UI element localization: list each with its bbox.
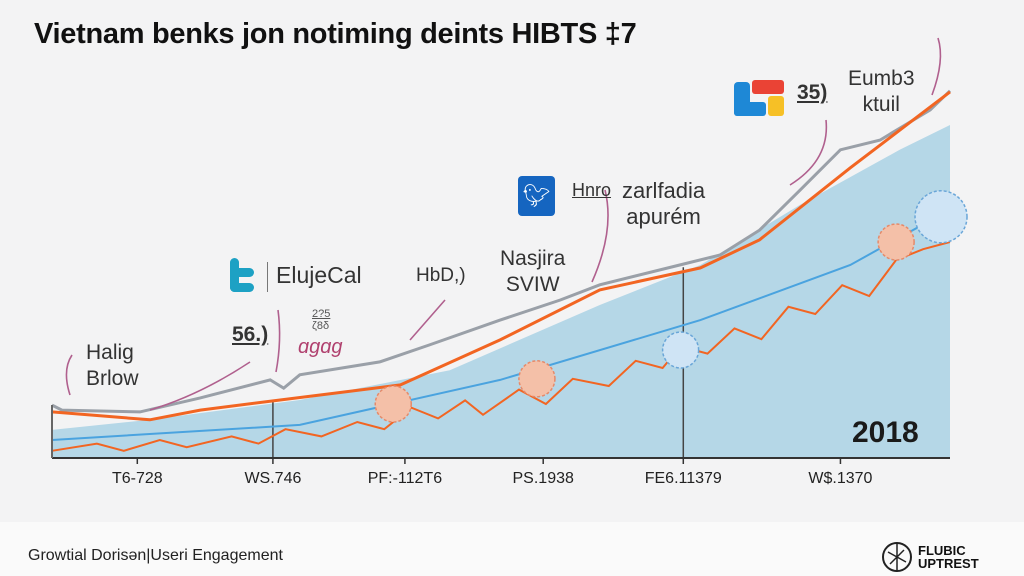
annotation-line: Nasjira bbox=[500, 247, 566, 270]
data-cluster-icon bbox=[877, 223, 915, 261]
annotation-line: Brlow bbox=[86, 367, 139, 390]
annotation-arrow bbox=[409, 299, 446, 341]
orange-trend-series-line bbox=[51, 90, 951, 422]
area-series bbox=[52, 125, 950, 458]
annotation-halig: Halig Brlow bbox=[86, 340, 139, 392]
data-cluster-icon bbox=[661, 331, 700, 369]
data-cluster-icon bbox=[374, 385, 412, 423]
annotation-zarlfadia: zarlfadia apurém bbox=[622, 178, 705, 230]
x-tick-label: WS.746 bbox=[244, 470, 302, 487]
annotation-line: apurém bbox=[626, 204, 701, 229]
annotation-line: zarlfadia bbox=[622, 178, 706, 203]
annotation-arrow bbox=[149, 361, 251, 411]
annotation-35: 35) bbox=[797, 81, 828, 104]
data-cluster-icon bbox=[518, 360, 556, 398]
x-tick-label: T6-728 bbox=[111, 470, 163, 487]
annotation-line: ktuil bbox=[862, 93, 900, 116]
annotation-elujecal: ElujeCal bbox=[276, 262, 362, 288]
twitter-bird-icon: 🐦︎ bbox=[518, 176, 555, 216]
annotation-nasjira: Nasjira SVIW bbox=[500, 246, 565, 298]
brand-logo: FLUBIC UPTREST bbox=[880, 540, 979, 574]
x-tick-label: FE6.11379 bbox=[644, 470, 722, 487]
annotation-line: Eumb3 bbox=[848, 67, 915, 90]
annotation-arrow bbox=[591, 189, 609, 283]
year-label: 2018 bbox=[852, 416, 919, 449]
blue-series-line bbox=[51, 214, 941, 441]
annotation-hnro: Hnro bbox=[572, 180, 612, 200]
colorful-app-logo-icon bbox=[734, 76, 786, 116]
annotation-line: SVIW bbox=[505, 273, 560, 296]
divider bbox=[267, 262, 268, 292]
chart-title: Vietnam benks jon notiming deints HIBTS … bbox=[34, 18, 637, 50]
annotation-scribble: ɑɡɑɡ bbox=[298, 336, 343, 358]
x-tick-label: PS.1938 bbox=[512, 470, 574, 487]
annotation-line: Halig bbox=[86, 341, 134, 364]
annotation-arrow bbox=[789, 119, 828, 186]
footer bbox=[0, 522, 1024, 576]
x-tick-label: PF:-112T6 bbox=[367, 470, 443, 487]
gray-series-line bbox=[51, 89, 952, 414]
globe-logo-icon bbox=[882, 542, 912, 572]
footer-caption: Growtial Dorisǝn|Useri Engagement bbox=[28, 547, 283, 564]
annotation-eumb: Eumb3 ktuil bbox=[848, 66, 915, 118]
annotation-arrow bbox=[931, 37, 942, 96]
annotation-arrow bbox=[65, 354, 73, 396]
annotation-hbd: HbD,) bbox=[416, 265, 466, 286]
annotation-small-2: ζ8δ bbox=[312, 320, 330, 332]
twitter-logo-icon bbox=[228, 258, 256, 294]
x-tick-label: W$.1370 bbox=[808, 470, 873, 487]
annotation-arrow bbox=[275, 309, 281, 373]
annotation-small-1: 2?5 bbox=[312, 308, 331, 320]
brand-line: UPTREST bbox=[918, 556, 979, 571]
annotation-56: 56.) bbox=[232, 323, 269, 346]
data-cluster-icon bbox=[914, 190, 968, 244]
brand-line: FLUBIC bbox=[918, 543, 966, 558]
